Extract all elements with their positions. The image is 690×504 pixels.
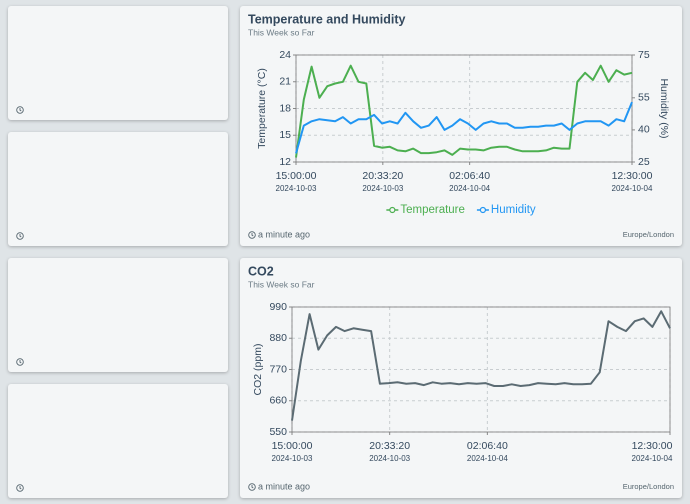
chart-subtitle: This Week so Far [248, 27, 315, 37]
clock-hands [251, 485, 254, 489]
y-axis-label: CO2 (ppm) [252, 344, 264, 396]
clock-icon [16, 106, 24, 114]
chart-title: CO2 [248, 264, 274, 278]
card-footer [16, 106, 27, 114]
x-tick-date: 2024-10-03 [276, 184, 317, 193]
card-footer [16, 484, 27, 492]
x-tick-label: 02:06:40 [467, 440, 508, 452]
y-tick-label: 12 [279, 156, 291, 168]
y-axis-label: Temperature (°C) [256, 68, 268, 149]
clock-icon [16, 358, 24, 366]
chart-panel: CO2 This Week so Far 550 660 770 880 990 15:00:… [240, 258, 682, 498]
y2-tick-label: 75 [638, 49, 650, 61]
x-tick-label: 02:06:40 [449, 170, 490, 182]
card [8, 258, 228, 372]
card [8, 384, 228, 498]
y-tick-label: 550 [269, 426, 287, 438]
x-tick-label: 15:00:00 [272, 440, 313, 452]
y2-tick-label: 55 [638, 92, 650, 104]
chart-title: Temperature and Humidity [248, 12, 405, 26]
y-tick-label: 990 [269, 301, 287, 313]
x-tick-label: 15:00:00 [276, 170, 317, 182]
x-tick-date: 2024-10-04 [632, 454, 673, 463]
panel-footer: a minute ago Europe/London [248, 229, 674, 239]
updated: a minute ago [258, 481, 310, 491]
clock-icon [16, 484, 24, 492]
x-tick-label: 12:30:00 [632, 440, 673, 452]
x-tick-label: 20:33:20 [369, 440, 410, 452]
chart-subtitle: This Week so Far [248, 279, 315, 289]
y-tick-label: 660 [269, 395, 287, 407]
y-tick-label: 770 [269, 363, 287, 375]
y2-tick-label: 25 [638, 156, 650, 168]
legend-label: Temperature [400, 204, 465, 216]
series-line [295, 64, 633, 158]
series-line [291, 310, 671, 421]
clock-icon [16, 232, 24, 240]
plot-frame [291, 306, 671, 433]
x-tick-date: 2024-10-04 [449, 184, 490, 193]
clock-icon [248, 231, 256, 239]
timezone: Europe/London [623, 482, 674, 491]
x-tick-label: 20:33:20 [362, 170, 403, 182]
clock-hands [251, 233, 254, 237]
legend-item: Temperature [386, 204, 465, 216]
y2-tick-label: 40 [638, 124, 650, 136]
y2-axis-label: Humidity (%) [658, 78, 670, 138]
y-tick-label: 15 [279, 129, 291, 141]
clock-icon [248, 483, 256, 491]
card [8, 132, 228, 246]
series-line [295, 101, 633, 154]
x-tick-date: 2024-10-03 [369, 454, 410, 463]
legend-marker [389, 206, 396, 214]
plot-frame [295, 54, 633, 163]
y-tick-label: 24 [279, 49, 291, 61]
y-tick-label: 18 [279, 102, 291, 114]
x-tick-date: 2024-10-04 [467, 454, 508, 463]
legend: Temperature Humidity [386, 204, 536, 216]
updated: a minute ago [258, 229, 310, 239]
legend-label: Humidity [491, 204, 536, 216]
panel-footer: a minute ago Europe/London [248, 481, 674, 491]
legend-item: Humidity [476, 204, 536, 216]
y-tick-label: 21 [279, 76, 291, 88]
x-tick-label: 12:30:00 [612, 170, 653, 182]
card-footer [16, 232, 27, 240]
legend-marker [479, 206, 487, 214]
x-tick-date: 2024-10-03 [362, 184, 403, 193]
y-tick-label: 880 [269, 332, 287, 344]
x-tick-date: 2024-10-03 [272, 454, 313, 463]
card [8, 6, 228, 120]
chart-panel: Temperature and Humidity This Week so Far… [240, 6, 682, 246]
x-tick-date: 2024-10-04 [612, 184, 653, 193]
timezone: Europe/London [623, 230, 674, 239]
card-footer [16, 358, 27, 366]
